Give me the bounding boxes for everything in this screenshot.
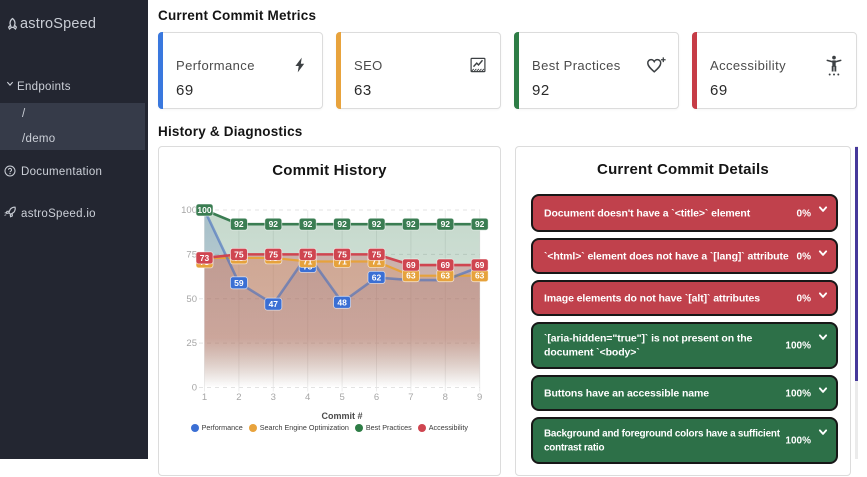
svg-text:63: 63 [475,271,485,281]
svg-text:71: 71 [303,257,313,267]
svg-text:75: 75 [269,249,279,259]
svg-text:5: 5 [339,392,344,403]
svg-text:25: 25 [186,338,197,349]
svg-text:92: 92 [303,219,313,229]
svg-text:48: 48 [337,297,347,307]
svg-text:75: 75 [186,249,197,260]
svg-text:75: 75 [234,249,244,259]
svg-text:1: 1 [202,392,207,403]
svg-text:73: 73 [200,253,210,263]
svg-text:9: 9 [477,392,482,403]
svg-text:59: 59 [234,278,244,288]
svg-text:69: 69 [475,260,485,270]
svg-text:2: 2 [236,392,241,403]
svg-text:69: 69 [406,260,416,270]
svg-text:92: 92 [234,219,244,229]
svg-text:50: 50 [186,294,197,305]
svg-text:6: 6 [374,392,379,403]
svg-text:92: 92 [372,219,382,229]
svg-text:62: 62 [372,272,382,282]
svg-text:69: 69 [441,260,451,270]
svg-text:63: 63 [406,271,416,281]
svg-text:100: 100 [197,205,211,215]
svg-text:4: 4 [305,392,310,403]
svg-text:92: 92 [269,219,279,229]
svg-text:0: 0 [192,383,197,394]
svg-text:47: 47 [269,299,279,309]
svg-text:100: 100 [181,205,197,216]
svg-text:71: 71 [372,257,382,267]
svg-text:7: 7 [408,392,413,403]
svg-text:3: 3 [271,392,276,403]
svg-text:92: 92 [337,219,347,229]
svg-text:Commit #: Commit # [321,411,362,421]
svg-text:92: 92 [406,219,416,229]
svg-text:63: 63 [441,271,451,281]
svg-text:71: 71 [337,257,347,267]
svg-text:92: 92 [441,219,451,229]
svg-text:75: 75 [303,249,313,259]
svg-text:92: 92 [475,219,485,229]
svg-text:8: 8 [443,392,448,403]
svg-text:75: 75 [372,249,382,259]
svg-text:75: 75 [337,249,347,259]
